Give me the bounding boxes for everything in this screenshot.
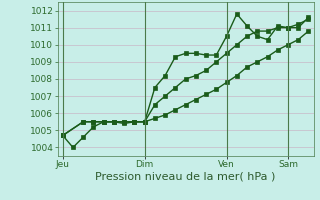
- X-axis label: Pression niveau de la mer( hPa ): Pression niveau de la mer( hPa ): [95, 172, 276, 182]
